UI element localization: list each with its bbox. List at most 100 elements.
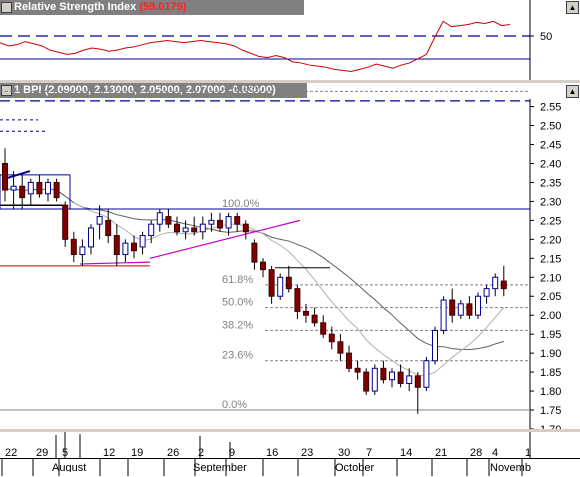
candle-body	[328, 333, 335, 343]
scroll-up-icon[interactable]: ▲	[566, 1, 579, 14]
candle-body	[406, 375, 413, 384]
candle-body	[79, 246, 86, 256]
y-tick-label: 2.40	[540, 158, 561, 170]
y-tick-label: 1.95	[540, 329, 561, 341]
candle-body	[70, 238, 77, 256]
candle-body	[62, 204, 69, 240]
rsi-value: (59.0179)	[139, 1, 187, 13]
candle-body	[303, 310, 309, 316]
candle-body	[45, 181, 51, 195]
y-tick-label: 2.55	[540, 102, 561, 114]
candle-body	[346, 352, 352, 369]
fib-label: 61.8%	[222, 274, 253, 286]
price-title-bar[interactable]: 1 BPI (2.09000, 2.13000, 2.05000, 2.0700…	[0, 83, 307, 98]
candle-body	[354, 367, 361, 373]
candle-body	[466, 303, 473, 316]
candle-body	[191, 227, 198, 233]
candle-body	[449, 299, 456, 316]
candle-body	[371, 367, 378, 392]
candle-body	[380, 367, 387, 381]
candle-body	[242, 223, 249, 233]
month-label: August	[52, 462, 87, 474]
candle-body	[96, 216, 103, 225]
y-tick-label: 2.20	[540, 234, 561, 246]
y-tick-label: 2.30	[540, 196, 561, 208]
candle-body	[174, 223, 180, 233]
candle-body	[182, 227, 189, 233]
candle-body	[492, 276, 499, 290]
y-tick-label: 2.00	[540, 310, 561, 322]
minimize-icon[interactable]	[1, 85, 12, 96]
candle-body	[320, 322, 327, 335]
annotation-line	[4, 170, 31, 180]
scroll-up-icon[interactable]: ▲	[566, 85, 579, 98]
trend-line	[149, 219, 301, 259]
candle-body	[423, 360, 430, 388]
candle-body	[131, 242, 137, 252]
candle-body	[337, 341, 344, 354]
candle-body	[139, 235, 146, 248]
rsi-panel: Relative Strength Index (59.0179) ▲ 50	[0, 0, 580, 80]
candle-body	[217, 219, 223, 229]
candle-body	[277, 276, 284, 297]
fib-label: 0.0%	[222, 399, 247, 411]
moving-average-line	[4, 187, 504, 351]
minimize-icon[interactable]	[1, 2, 12, 13]
y-tick-label: 2.50	[540, 121, 561, 133]
y-tick-label: 2.35	[540, 177, 561, 189]
candle-body	[122, 242, 129, 256]
candle-body	[105, 219, 112, 237]
month-label: Novemb	[490, 462, 531, 474]
candle-body	[19, 185, 26, 199]
y-tick-label: 1.75	[540, 405, 561, 417]
candle-body	[53, 181, 60, 199]
candle-body	[2, 162, 8, 191]
y-tick-label: 1.85	[540, 367, 561, 379]
candle-body	[483, 288, 490, 297]
price-chart: 161.8% 100.0% 61.8% 50.0% 38.2% 23.6% 0.0% 2.5…	[0, 83, 561, 429]
y-tick-label: 1.80	[540, 386, 561, 398]
price-title: 1 BPI (2.09000, 2.13000, 2.05000, 2.0700…	[14, 84, 276, 96]
rsi-title-bar[interactable]: Relative Strength Index (59.0179)	[0, 0, 304, 15]
fib-label: 38.2%	[222, 319, 253, 331]
candle-body	[397, 371, 404, 384]
candle-body	[268, 269, 275, 297]
y-tick-label: 2.15	[540, 253, 561, 265]
month-label: October	[335, 462, 375, 474]
candle-body	[10, 185, 17, 191]
candle-body	[414, 375, 421, 388]
month-label: September	[193, 462, 247, 474]
y-tick-label: 2.05	[540, 291, 561, 303]
candle-body	[165, 216, 172, 225]
y-tick-label: 1.70	[540, 424, 561, 429]
candle-body	[36, 181, 43, 195]
fib-label: 161.8%	[222, 83, 260, 92]
trend-line	[79, 261, 151, 265]
candle-body	[260, 261, 266, 271]
candle-body	[251, 242, 258, 263]
y-tick-label: 2.10	[540, 272, 561, 284]
rsi-axis-label: 50	[540, 31, 552, 43]
rsi-plot: 50	[0, 0, 552, 80]
fib-label: 23.6%	[222, 350, 253, 362]
month-labels: August September October Novemb	[0, 462, 580, 476]
candle-body	[234, 216, 241, 225]
candle-body	[457, 303, 464, 316]
candle-body	[88, 227, 94, 248]
y-tick-label: 2.25	[540, 215, 561, 227]
candle-body	[148, 223, 155, 237]
candle-body	[294, 288, 301, 312]
y-tick-label: 1.90	[540, 348, 561, 360]
candle-body	[208, 219, 215, 225]
fib-label: 50.0%	[222, 297, 253, 309]
candle-body	[285, 276, 292, 290]
candle-body	[500, 280, 507, 290]
candle-body	[311, 314, 318, 324]
price-panel: 1 BPI (2.09000, 2.13000, 2.05000, 2.0700…	[0, 83, 580, 429]
candle-body	[225, 216, 232, 229]
candle-body	[432, 329, 438, 362]
candle-body	[27, 181, 34, 195]
candle-body	[389, 371, 395, 381]
candle-body	[113, 235, 120, 256]
candle-body	[363, 371, 370, 392]
